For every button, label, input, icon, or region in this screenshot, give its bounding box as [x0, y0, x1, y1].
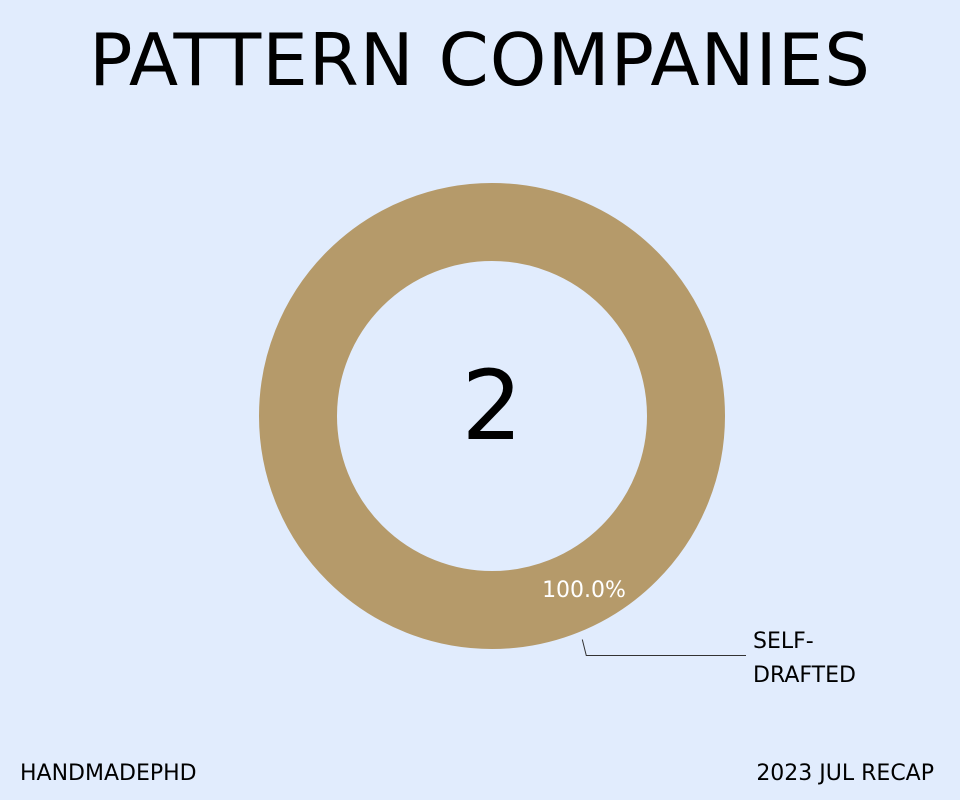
slice-labels: 100.0%	[542, 578, 626, 603]
footer-credit: HANDMADEPHD	[20, 761, 197, 786]
donut-slices	[259, 183, 725, 649]
donut-slice	[259, 183, 725, 649]
slice-percent-label: 100.0%	[542, 578, 626, 603]
slice-category-label: SELF-DRAFTED	[753, 629, 856, 688]
slice-legend: SELF-DRAFTED	[581, 629, 856, 688]
leader-line	[581, 639, 746, 656]
center-value: 2	[461, 350, 522, 462]
chart-title: PATTERN COMPANIES	[89, 18, 871, 102]
footer-date: 2023 JUL RECAP	[756, 761, 934, 786]
